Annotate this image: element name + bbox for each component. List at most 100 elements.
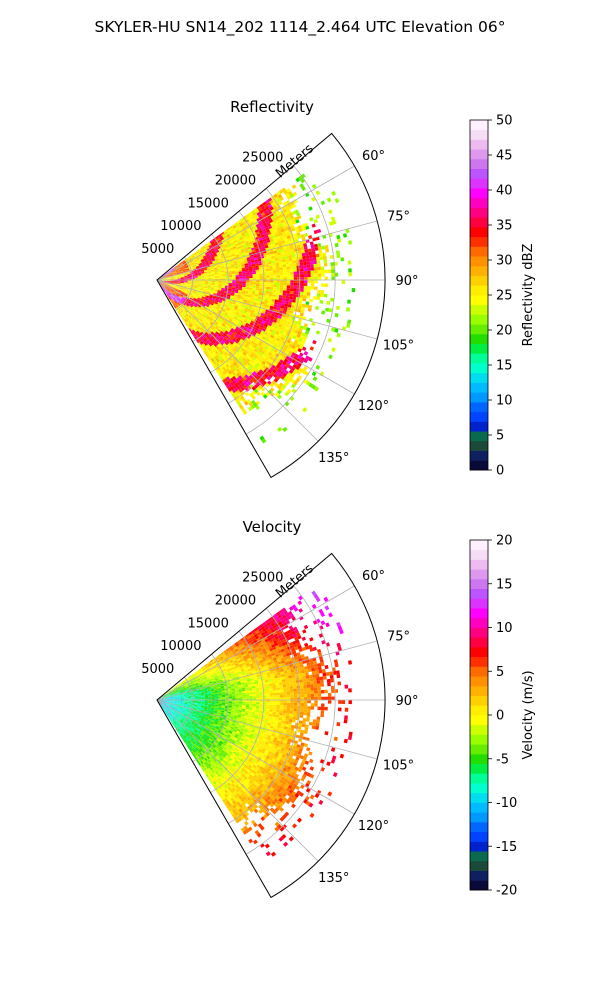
data-cell: [165, 286, 169, 289]
data-cell: [309, 298, 314, 303]
data-cell: [182, 311, 186, 315]
data-cell: [162, 283, 166, 287]
data-cell: [272, 289, 277, 293]
data-cell: [163, 278, 168, 280]
data-cell: [300, 280, 305, 284]
colorbar-swatch: [470, 450, 488, 461]
data-cell: [197, 285, 202, 288]
colorbar-tick-label: 35: [496, 219, 513, 234]
data-cell: [204, 287, 208, 290]
data-cell: [168, 270, 172, 273]
data-cell: [214, 256, 219, 260]
data-cell: [166, 294, 169, 298]
data-cell: [186, 269, 190, 271]
data-cell: [187, 301, 191, 305]
data-cell: [175, 288, 179, 291]
data-cell: [276, 287, 280, 291]
data-cell: [180, 282, 185, 284]
data-cell: [187, 276, 192, 278]
data-cell: [159, 281, 163, 285]
data-cell: [208, 296, 213, 299]
data-cell: [200, 298, 205, 302]
data-cell: [160, 277, 164, 279]
data-cell: [201, 253, 206, 257]
data-cell: [194, 254, 198, 257]
data-cell: [228, 276, 233, 279]
data-cell: [186, 307, 191, 311]
data-cell: [194, 323, 198, 328]
panel-title: Velocity: [243, 518, 302, 536]
colorbar-swatch: [470, 440, 488, 451]
data-cell: [179, 261, 183, 265]
data-cell: [202, 292, 207, 295]
data-cell: [187, 324, 191, 329]
data-cell: [170, 276, 174, 278]
data-cell: [302, 255, 306, 260]
data-cell: [272, 294, 276, 298]
data-cell: [293, 265, 297, 269]
data-cell: [301, 252, 306, 257]
data-cell: [167, 281, 171, 283]
data-cell: [163, 282, 167, 284]
data-cell: [290, 274, 294, 278]
data-cell: [320, 266, 325, 271]
data-cell: [168, 296, 171, 301]
data-cell: [190, 309, 194, 312]
data-cell: [306, 264, 311, 268]
data-cell: [299, 259, 303, 263]
data-cell: [184, 276, 188, 278]
data-cell: [170, 281, 174, 283]
data-cell: [204, 283, 209, 286]
data-cell: [189, 309, 193, 313]
data-cell: [197, 281, 202, 283]
data-cell: [211, 286, 215, 289]
data-cell: [181, 316, 184, 321]
data-cell: [245, 276, 250, 279]
data-cell: [299, 291, 304, 295]
data-cell: [192, 292, 196, 295]
data-cell: [166, 289, 170, 292]
data-cell: [164, 286, 168, 290]
data-cell: [209, 246, 214, 250]
colorbar-tick-label: 20: [496, 324, 513, 339]
data-cell: [173, 291, 177, 294]
data-cell: [305, 255, 310, 259]
data-cell: [182, 260, 186, 263]
data-cell: [214, 285, 219, 288]
data-cell: [182, 288, 187, 290]
data-cell: [173, 275, 178, 277]
data-cell: [203, 248, 207, 252]
data-cell: [300, 271, 304, 275]
data-cell: [204, 259, 209, 262]
data-cell: [331, 190, 336, 196]
data-cell: [177, 276, 181, 278]
data-cell: [186, 288, 190, 291]
data-cell: [199, 256, 204, 260]
data-cell: [198, 295, 203, 298]
data-cell: [304, 304, 309, 309]
data-cell: [187, 256, 192, 260]
data-cell: [280, 280, 284, 283]
data-cell: [266, 280, 270, 283]
data-cell: [218, 285, 222, 287]
data-cell: [193, 297, 198, 301]
data-cell: [214, 270, 218, 272]
data-cell: [347, 299, 351, 304]
data-cell: [179, 271, 184, 274]
data-cell: [168, 269, 172, 273]
data-cell: [166, 283, 170, 285]
data-cell: [320, 290, 325, 294]
data-cell: [185, 309, 189, 313]
data-cell: [276, 280, 281, 283]
data-cell: [183, 273, 188, 276]
data-cell: [272, 265, 277, 269]
data-cell: [187, 283, 191, 285]
data-cell: [173, 265, 177, 269]
data-cell: [177, 278, 181, 280]
data-cell: [209, 304, 214, 307]
data-cell: [238, 274, 243, 277]
data-cell: [207, 299, 212, 302]
colorbar-swatch: [470, 246, 488, 257]
data-cell: [259, 286, 263, 289]
data-cell: [166, 284, 170, 286]
